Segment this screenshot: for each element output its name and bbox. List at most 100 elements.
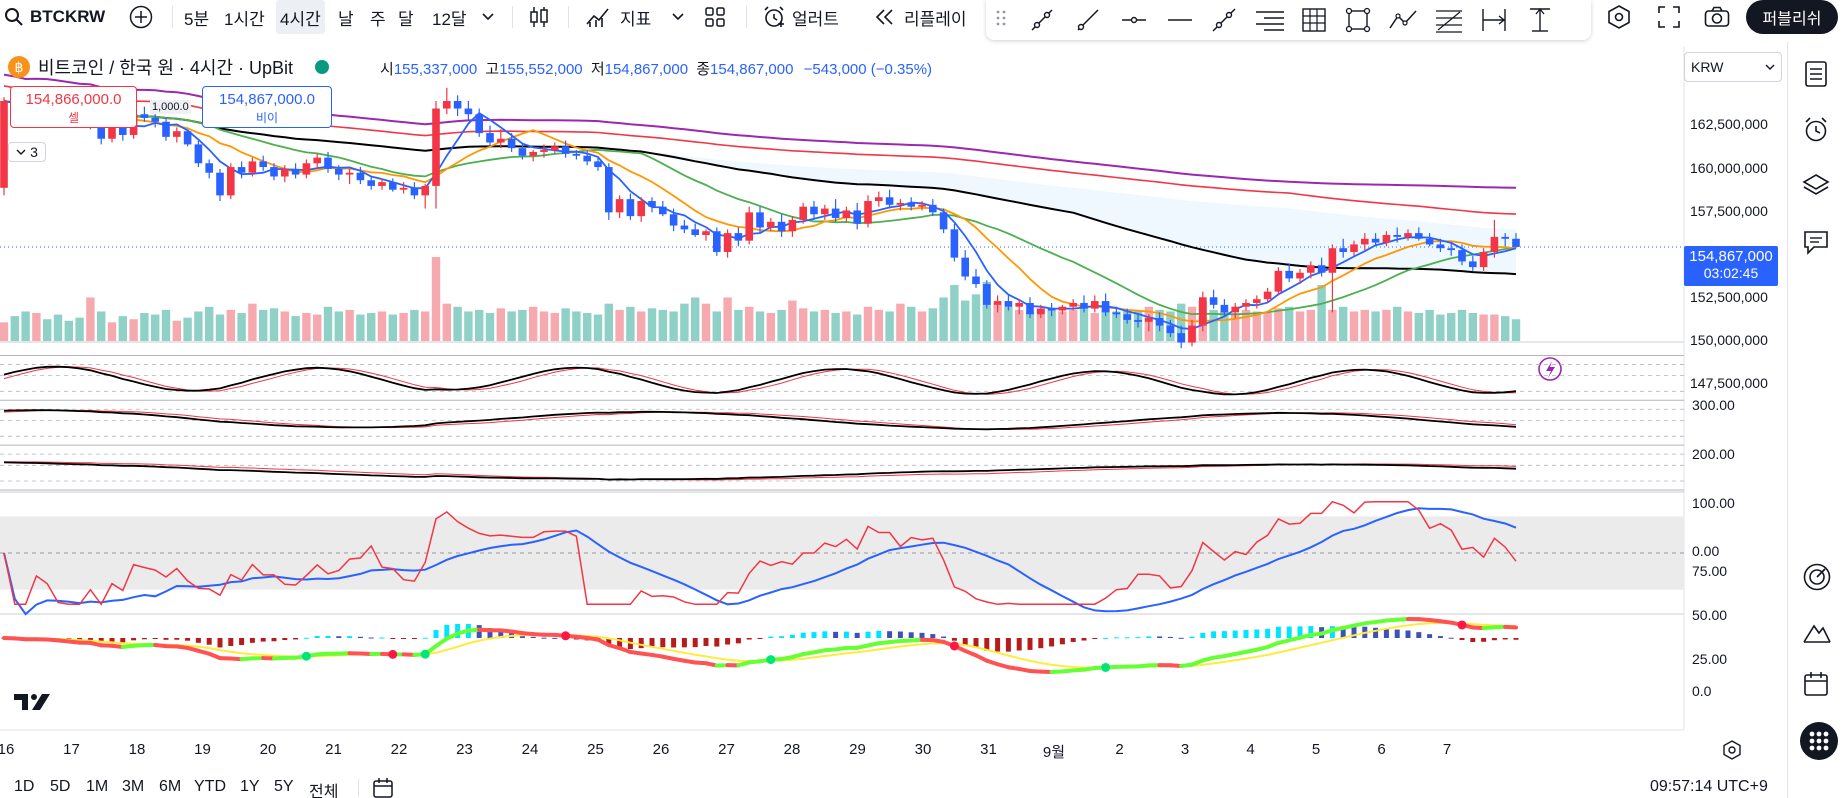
macd-histogram-bar (1005, 638, 1011, 652)
horizontal-ray-tool[interactable] (1120, 6, 1148, 39)
price-chart[interactable] (0, 46, 1786, 771)
macd-histogram-bar (941, 636, 947, 638)
interval-1h[interactable]: 1시간 (224, 9, 265, 29)
settings-hexagon-icon (1723, 740, 1741, 760)
timezone-clock[interactable]: 09:57:14 UTC+9 (1650, 778, 1768, 795)
divider (172, 6, 173, 28)
macd-cross-dot (388, 649, 398, 659)
indicators-button[interactable]: 지표 (586, 0, 651, 34)
macd-histogram-bar (422, 637, 428, 639)
range-all[interactable]: 전체 (309, 784, 339, 798)
macd-histogram-bar (573, 638, 579, 640)
candle-body (1188, 325, 1196, 343)
volume-bar (1457, 309, 1467, 341)
range-3m[interactable]: 3M (122, 778, 145, 795)
lightning-icon-glyph (1546, 361, 1555, 378)
interval-dropdown[interactable] (482, 0, 494, 34)
range-1m[interactable]: 1M (86, 778, 109, 795)
trend-line-tool[interactable] (1028, 6, 1056, 39)
range-1d[interactable]: 1D (14, 778, 35, 795)
range-5y[interactable]: 5Y (274, 778, 294, 795)
volume-bar (799, 308, 808, 341)
object-tree-button[interactable] (1802, 172, 1830, 200)
anchored-text-tool[interactable] (1526, 6, 1554, 39)
interval-month[interactable]: 달 (398, 9, 414, 29)
rectangle-tool[interactable] (1344, 6, 1372, 39)
candle-body (1253, 299, 1261, 303)
candle-body (1393, 235, 1401, 237)
interval-4h[interactable]: 4시간 (276, 0, 325, 34)
range-6m[interactable]: 6M (159, 778, 182, 795)
settings-button[interactable] (1606, 0, 1632, 34)
grid-tool[interactable] (1300, 6, 1328, 39)
date-axis-label: 6 (1377, 741, 1386, 758)
measure-tool[interactable] (1480, 6, 1508, 39)
ray-tool[interactable] (1074, 6, 1102, 39)
price-axis-label: 162,500,000 (1690, 116, 1768, 132)
buy-button[interactable]: 154,867,000.0 비이 (202, 86, 332, 128)
indicators-collapse-button[interactable]: 3 (8, 142, 46, 162)
hotlist-button[interactable] (1802, 618, 1831, 646)
path-tool[interactable] (1388, 6, 1418, 39)
axis-settings-button[interactable] (1722, 740, 1742, 765)
horizontal-line-tool[interactable] (1166, 6, 1194, 39)
symbol-search[interactable]: BTCKRW (4, 0, 105, 34)
macd-histogram-bar (411, 638, 417, 639)
candle-body (486, 133, 494, 143)
volume-bar (1490, 314, 1499, 341)
range-ytd[interactable]: YTD (194, 778, 226, 795)
volume-bar (507, 311, 516, 341)
apps-button[interactable] (1800, 722, 1838, 760)
indicators-dropdown[interactable] (672, 0, 684, 34)
macd-histogram-bar (206, 638, 212, 645)
last-price-tag: 154,867,000 03:02:45 (1684, 246, 1778, 286)
alerts-panel-button[interactable] (1802, 116, 1830, 144)
replay-button[interactable]: 리플레이 (874, 0, 967, 34)
symbol-title[interactable]: 비트코인 / 한국 원 · 4시간 · UpBit (38, 58, 294, 78)
publish-button[interactable]: 퍼블리쉬 (1746, 0, 1838, 34)
candle-body (831, 208, 840, 219)
fib-tool[interactable] (1434, 6, 1464, 39)
interval-day[interactable]: 날 (338, 9, 354, 29)
tradingview-logo[interactable] (12, 690, 52, 719)
compare-button[interactable] (129, 0, 153, 34)
chart-type-button[interactable] (528, 0, 550, 34)
volume-bar (561, 308, 570, 341)
market-status-icon[interactable] (315, 60, 330, 74)
sell-button[interactable]: 154,866,000.0 셀 (10, 86, 137, 128)
candle-body (1361, 238, 1369, 245)
volume-bar (680, 303, 689, 341)
interval-5m[interactable]: 5분 (184, 9, 210, 29)
osc-main-line (3, 409, 1517, 431)
layout-button[interactable] (704, 0, 726, 34)
interval-12month[interactable]: 12달 (432, 9, 467, 29)
parallel-channel-tool[interactable] (1254, 6, 1286, 39)
volume-bar (755, 311, 765, 341)
currency-select[interactable]: KRW (1684, 52, 1782, 82)
interval-week[interactable]: 주 (370, 9, 386, 29)
ideas-button[interactable] (1802, 562, 1831, 591)
macd-histogram-bar (1308, 626, 1314, 638)
extended-line-tool[interactable] (1210, 6, 1238, 39)
volume-bar (971, 294, 981, 341)
chevron-down-icon (672, 13, 684, 21)
volume-bar (1414, 313, 1423, 341)
watchlist-button[interactable] (1802, 60, 1830, 88)
volume-bar (367, 313, 376, 341)
snapshot-button[interactable] (1704, 0, 1730, 34)
volume-bar (442, 303, 451, 341)
rsi-axis-label: 75.00 (1692, 563, 1728, 579)
volume-bar (842, 311, 851, 341)
chat-button[interactable] (1802, 228, 1830, 256)
calendar-button[interactable] (1802, 670, 1830, 698)
macd-histogram-bar (606, 638, 612, 646)
range-1y[interactable]: 1Y (240, 778, 260, 795)
macd-histogram-bar (1135, 637, 1141, 639)
macd-histogram-bar (746, 638, 752, 640)
divider (568, 6, 569, 28)
range-5d[interactable]: 5D (50, 778, 71, 795)
goto-date-button[interactable] (372, 777, 394, 798)
fullscreen-button[interactable] (1658, 0, 1680, 34)
symbol-label: BTCKRW (30, 7, 106, 26)
alert-button[interactable]: 얼러트 (762, 0, 839, 34)
